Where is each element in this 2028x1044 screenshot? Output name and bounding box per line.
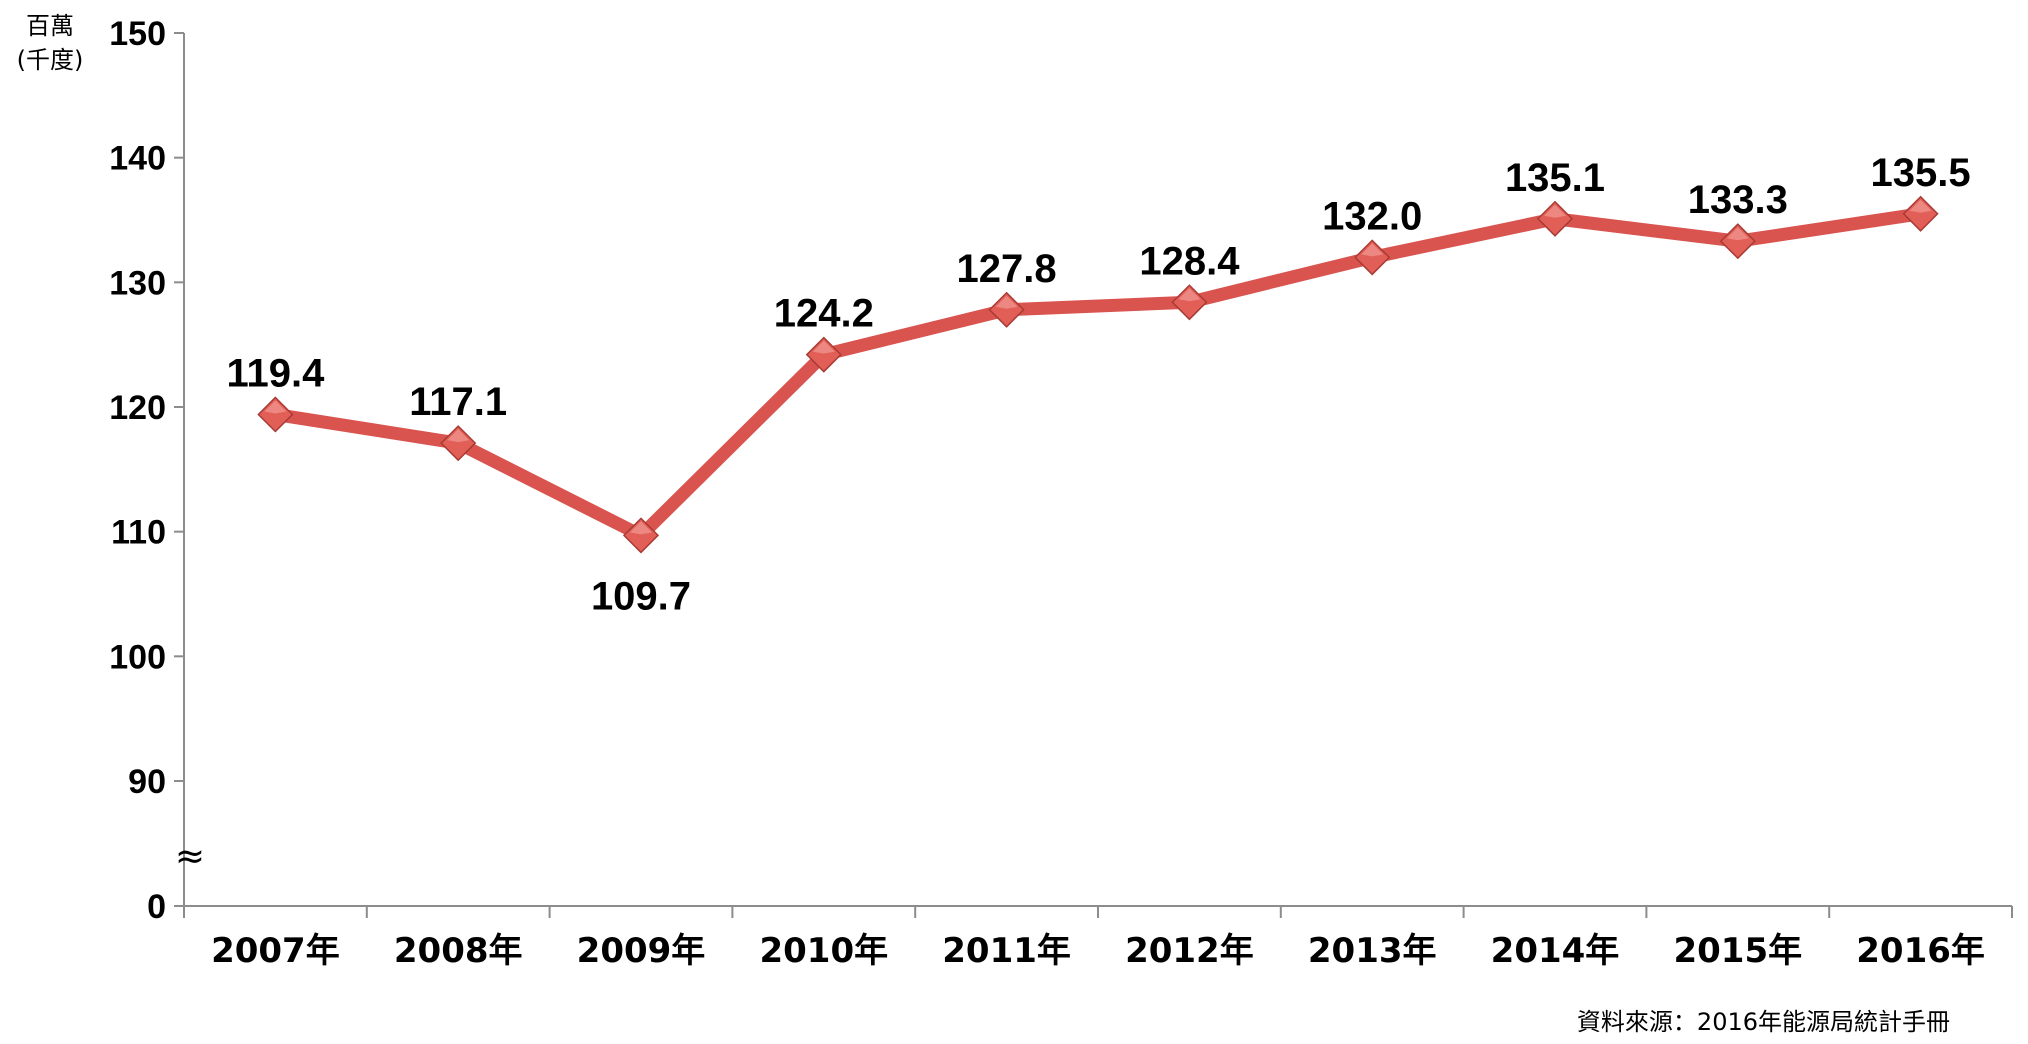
marker-highlight (1361, 243, 1384, 257)
data-label: 132.0 (1322, 194, 1422, 238)
y-tick-label: 0 (147, 888, 166, 926)
data-label: 117.1 (409, 380, 507, 424)
marker-highlight (995, 295, 1018, 309)
data-point-marker (805, 336, 842, 373)
axes: 0 90 100 110 120 130 140 150 2007年 2008年 2009年 2010… (109, 15, 2013, 971)
x-tick-label: 2007年 (211, 931, 340, 971)
data-label: 128.4 (1139, 239, 1240, 283)
marker-highlight (447, 429, 470, 443)
y-unit-line1: 百萬 (26, 12, 74, 40)
data-point-marker (257, 396, 294, 433)
data-label: 119.4 (226, 351, 325, 395)
marker-highlight (812, 340, 835, 354)
x-tick-label: 2014年 (1491, 931, 1620, 971)
marker-highlight (1726, 227, 1749, 241)
data-label: 135.1 (1505, 156, 1605, 200)
series-line-layer (268, 207, 1928, 542)
marker-highlight (1544, 204, 1566, 218)
y-tick-label: 110 (111, 514, 166, 552)
marker-highlight (630, 521, 652, 535)
y-unit-line2: (千度) (17, 46, 84, 74)
series-line (268, 207, 1928, 542)
x-tick-label: 2013年 (1308, 931, 1437, 971)
y-tick-label: 120 (109, 389, 166, 427)
y-tick-label: 140 (109, 140, 166, 178)
markers (257, 195, 1939, 554)
data-point-marker (988, 291, 1025, 328)
x-tick-label: 2010年 (759, 931, 888, 971)
y-tick-label: 130 (109, 264, 166, 302)
y-tick-label: 90 (128, 763, 166, 801)
data-point-marker (1171, 284, 1208, 321)
data-point-marker (622, 517, 660, 554)
data-point-marker (1902, 195, 1939, 232)
source-note: 資料來源：2016年能源局統計手冊 (1577, 1008, 1950, 1036)
data-label: 109.7 (591, 574, 691, 618)
x-tick-label: 2009年 (577, 931, 706, 971)
data-label: 124.2 (774, 292, 874, 336)
y-tick-label: 150 (109, 15, 166, 53)
x-tick-label: 2016年 (1856, 931, 1985, 971)
x-tick-label: 2011年 (942, 931, 1071, 971)
data-labels: 119.4 117.1 109.7 124.2 127.8 128.4 132.0 135.1… (226, 151, 1970, 619)
x-tick-label: 2012年 (1125, 931, 1254, 971)
y-axis-break-mark: ≈ (175, 836, 205, 877)
marker-highlight (264, 400, 287, 414)
data-point-marker (1536, 200, 1574, 237)
data-label: 133.3 (1688, 178, 1788, 222)
marker-highlight (1178, 288, 1201, 302)
x-tick-label: 2008年 (394, 931, 523, 971)
y-tick-label: 100 (109, 638, 166, 676)
data-point-marker (1719, 223, 1756, 260)
marker-highlight (1909, 199, 1932, 213)
data-label: 135.5 (1871, 151, 1971, 195)
x-tick-label: 2015年 (1673, 931, 1802, 971)
data-point-marker (1354, 239, 1391, 276)
data-point-marker (440, 425, 477, 462)
data-label: 127.8 (957, 247, 1057, 291)
